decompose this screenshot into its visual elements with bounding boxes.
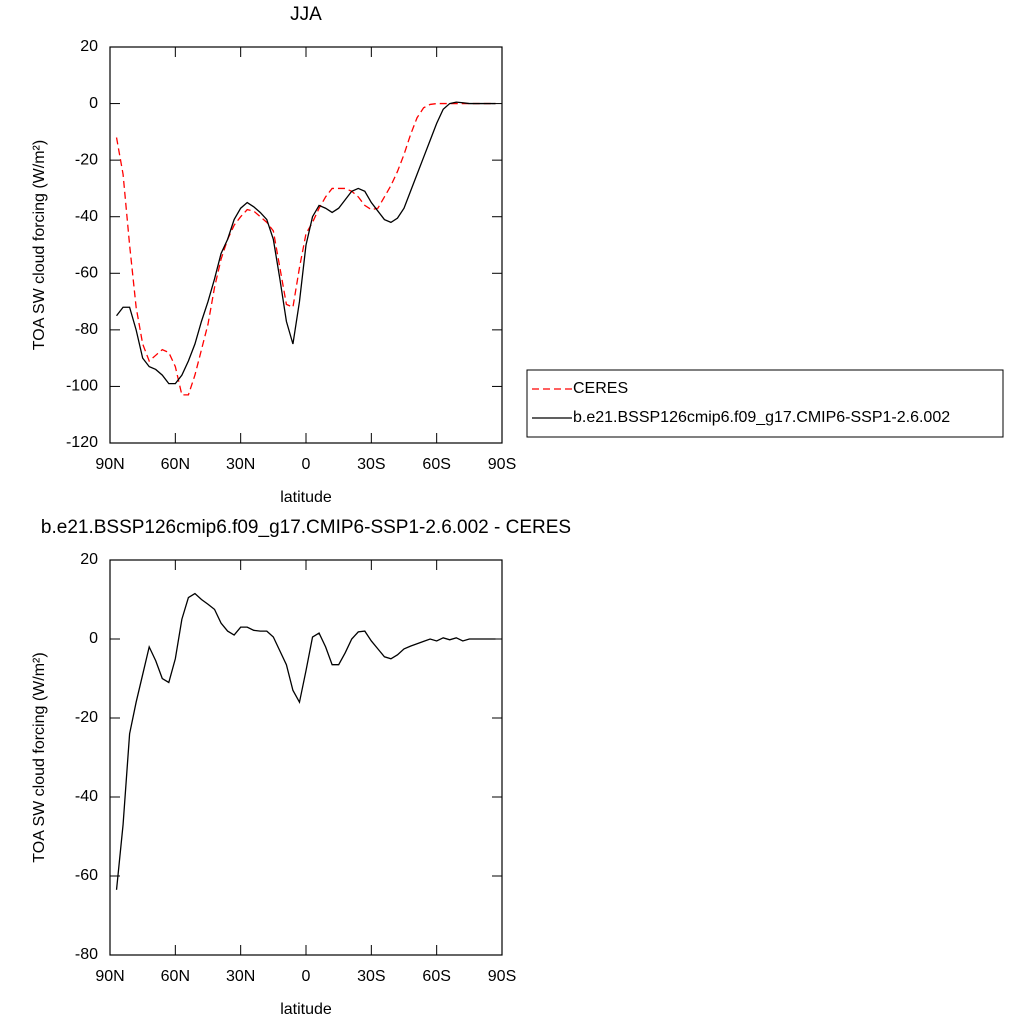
data-line <box>116 101 496 385</box>
y-tick-label: -80 <box>75 946 98 963</box>
chart-title: b.e21.BSSP126cmip6.f09_g17.CMIP6-SSP1-2.… <box>41 517 571 538</box>
legend-frame <box>526 369 1004 438</box>
y-tick-label: 0 <box>89 95 98 112</box>
y-tick-label: -80 <box>75 321 98 338</box>
x-tick-label: 60S <box>422 968 450 985</box>
y-tick-label: -40 <box>75 208 98 225</box>
legend-label: CERES <box>573 380 628 397</box>
y-tick-label: -40 <box>75 788 98 805</box>
data-line <box>115 592 496 890</box>
legend-label: b.e21.BSSP126cmip6.f09_g17.CMIP6-SSP1-2.… <box>573 409 950 426</box>
x-tick-label: 30N <box>226 968 255 985</box>
x-tick-label: 30S <box>357 968 385 985</box>
plot-frame <box>109 559 503 956</box>
y-tick-label: 20 <box>80 551 98 568</box>
y-tick-label: -20 <box>75 709 98 726</box>
y-tick-label: 0 <box>89 630 98 647</box>
x-axis-label: latitude <box>280 489 332 506</box>
y-axis-label: TOA SW cloud forcing (W/m²) <box>31 140 48 350</box>
x-tick-label: 0 <box>302 456 311 473</box>
y-tick-label: -100 <box>66 378 98 395</box>
chart-title: JJA <box>290 4 322 25</box>
x-tick-label: 60S <box>422 456 450 473</box>
x-axis-label: latitude <box>280 1001 332 1018</box>
plot-frame <box>109 46 503 444</box>
x-tick-label: 90N <box>95 456 124 473</box>
x-tick-label: 60N <box>161 968 190 985</box>
data-line <box>115 102 496 396</box>
y-axis-label: TOA SW cloud forcing (W/m²) <box>31 652 48 862</box>
x-tick-label: 0 <box>302 968 311 985</box>
x-tick-label: 90S <box>488 968 516 985</box>
y-tick-label: -60 <box>75 265 98 282</box>
x-tick-label: 90S <box>488 456 516 473</box>
y-tick-label: -20 <box>75 151 98 168</box>
y-tick-label: -120 <box>66 434 98 451</box>
x-tick-label: 30S <box>357 456 385 473</box>
x-tick-label: 90N <box>95 968 124 985</box>
y-tick-label: 20 <box>80 38 98 55</box>
y-tick-label: -60 <box>75 867 98 884</box>
x-tick-label: 60N <box>161 456 190 473</box>
x-tick-label: 30N <box>226 456 255 473</box>
